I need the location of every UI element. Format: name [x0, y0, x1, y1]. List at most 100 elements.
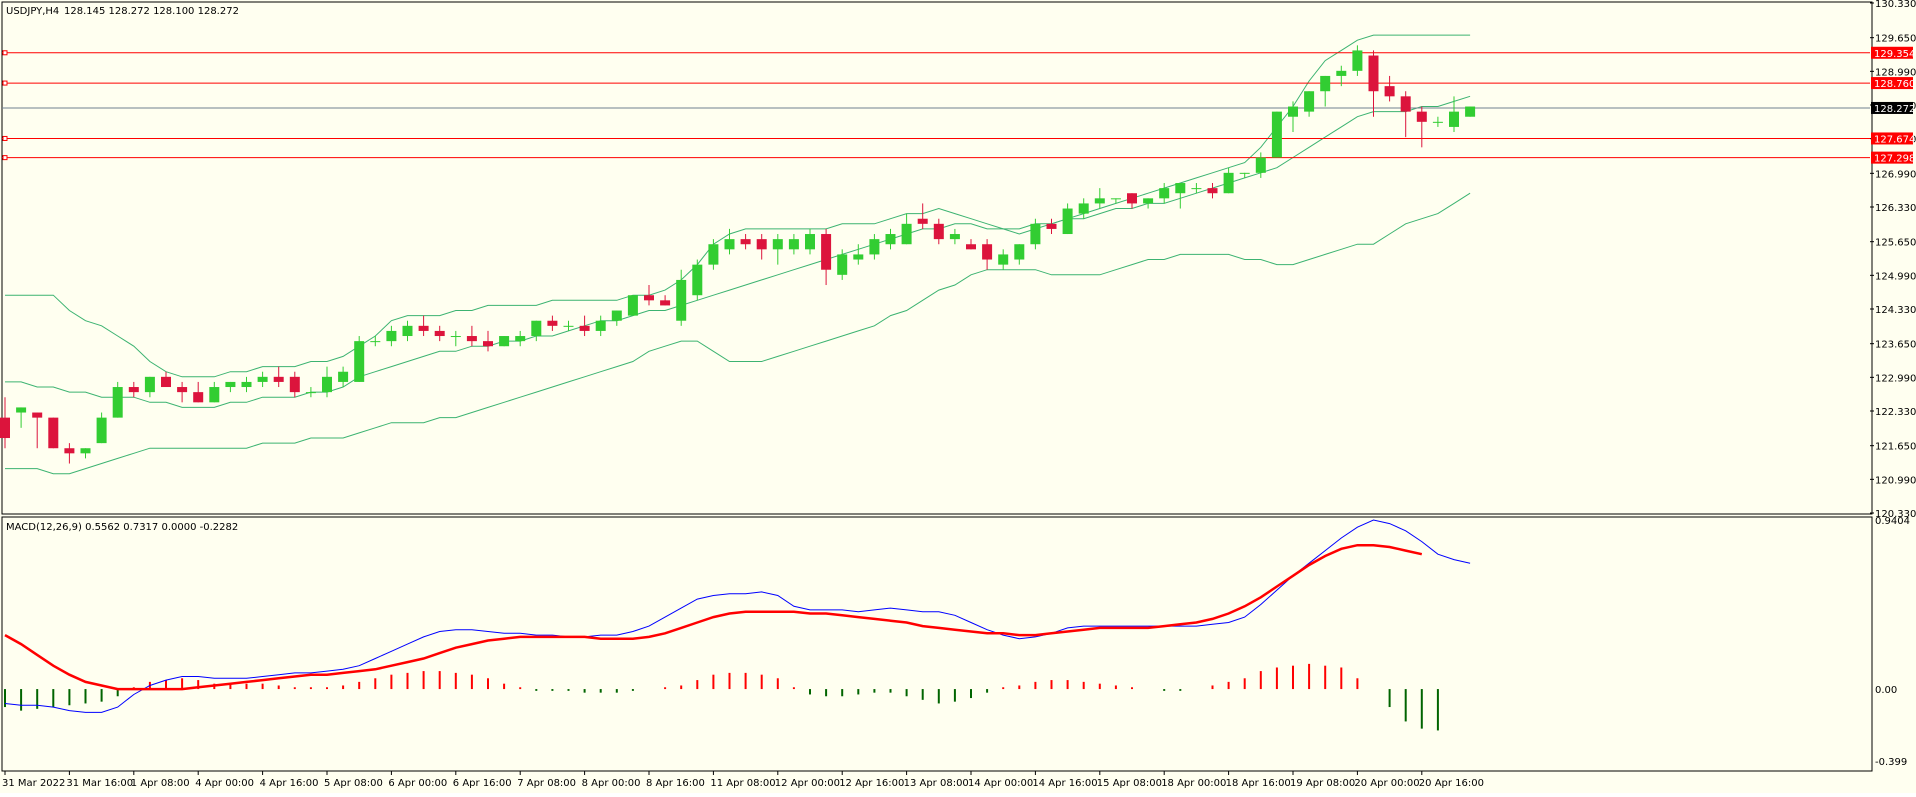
horizontal-levels[interactable] [2, 50, 1870, 161]
time-tick-label: 8 Apr 16:00 [646, 778, 705, 789]
price-tick-label: 129.650 [1875, 34, 1916, 45]
time-tick-label: 31 Mar 2022 [2, 778, 65, 789]
symbol-label: USDJPY,H4 [6, 6, 59, 17]
bull-candle [112, 387, 123, 418]
bull-candle [1143, 198, 1154, 204]
bear-candle [1207, 188, 1218, 194]
bear-candle [64, 448, 75, 454]
price-tick-label: 124.330 [1875, 305, 1916, 316]
bear-candle [917, 218, 928, 224]
bull-candle [788, 239, 799, 250]
ohlc-label: 128.145 128.272 128.100 128.272 [64, 6, 239, 17]
bull-candle [1223, 172, 1234, 194]
bull-candle [354, 341, 365, 382]
price-pane-frame [1, 1, 1873, 515]
price-tick-label: 120.990 [1875, 475, 1916, 486]
time-tick-label: 20 Apr 00:00 [1354, 778, 1419, 789]
bull-candle [1159, 188, 1170, 199]
bear-candle [289, 376, 300, 393]
bull-candle [1320, 75, 1331, 92]
bull-candle [1255, 157, 1266, 173]
price-tick-label: 126.990 [1875, 169, 1916, 180]
bull-candle [322, 376, 332, 393]
bull-candle [209, 387, 220, 403]
price-badge-text: 129.354 [1874, 49, 1915, 60]
bull-candle [241, 381, 252, 388]
bull-candle [1271, 111, 1282, 158]
time-tick-label: 4 Apr 00:00 [195, 778, 254, 789]
bull-candle [1062, 208, 1073, 235]
macd-tick-label: -0.399 [1875, 757, 1907, 768]
bear-candle [483, 341, 493, 347]
price-tick-label: 121.650 [1875, 442, 1916, 453]
price-badge-text: 128.272 [1874, 104, 1915, 115]
time-tick-label: 19 Apr 08:00 [1290, 778, 1355, 789]
price-tick-label: 130.330 [1875, 0, 1916, 10]
time-tick-label: 12 Apr 16:00 [839, 778, 904, 789]
bull-candle [450, 336, 461, 338]
macd-pane-frame [1, 516, 1873, 772]
price-badge-text: 128.760 [1874, 79, 1915, 90]
price-tick-label: 122.990 [1875, 373, 1916, 384]
price-tick-label: 126.330 [1875, 203, 1916, 214]
bull-candle [386, 330, 397, 342]
bull-candle [724, 239, 735, 250]
time-tick-label: 11 Apr 08:00 [710, 778, 775, 789]
time-tick-label: 14 Apr 16:00 [1032, 778, 1097, 789]
bull-candle [96, 417, 107, 444]
bull-candle [531, 320, 542, 337]
bear-candle [660, 300, 671, 306]
level-price-badge [1871, 77, 1913, 90]
bull-candle [1336, 70, 1347, 76]
bull-candle [402, 325, 413, 337]
bear-candle [128, 387, 139, 393]
candles [0, 45, 1476, 464]
bear-candle [1368, 55, 1379, 92]
bear-candle [48, 417, 59, 449]
bull-candle [853, 254, 864, 260]
price-tick-label: 125.650 [1875, 238, 1916, 249]
time-axis: 31 Mar 2022 31 Mar 16:001 Apr 08:00 4 Apr … [2, 771, 1484, 789]
bull-candle [708, 244, 719, 265]
bull-candle [692, 264, 703, 296]
bear-candle [177, 387, 188, 393]
bear-candle [193, 392, 204, 403]
bear-candle [161, 376, 171, 388]
time-tick-label: 20 Apr 16:00 [1419, 778, 1484, 789]
bull-candle [563, 325, 574, 327]
bb-upper-line [5, 34, 1471, 378]
price-badge-text: 127.674 [1874, 134, 1915, 145]
bull-candle [1304, 91, 1315, 112]
bull-candle [338, 371, 349, 382]
bear-candle [933, 223, 944, 240]
level-handle [2, 155, 8, 161]
time-tick-label: 6 Apr 00:00 [388, 778, 447, 789]
bull-candle [627, 295, 638, 316]
bear-candle [273, 376, 284, 382]
level-handle [2, 80, 8, 86]
bull-candle [1175, 183, 1186, 194]
bull-candle [998, 254, 1009, 265]
bull-candle [1465, 106, 1476, 117]
bull-candle [611, 310, 622, 321]
bear-candle [466, 336, 477, 342]
signal-line [4, 543, 1423, 691]
bear-candle [1127, 193, 1137, 204]
bear-candle [579, 325, 590, 331]
bear-candle [756, 239, 767, 250]
macd-line [4, 519, 1471, 713]
bull-candle [1191, 188, 1202, 190]
bull-candle [1288, 106, 1298, 117]
price-tick-label: 120.330 [1875, 509, 1916, 520]
level-handle [2, 50, 8, 56]
time-tick-label: 8 Apr 00:00 [582, 778, 641, 789]
bull-candle [805, 234, 815, 250]
bull-candle [869, 239, 880, 255]
macd-pane: 0.9404 0.00 -0.399 [4, 516, 1910, 768]
bull-candle [676, 279, 687, 321]
bear-candle [0, 417, 10, 439]
bull-candle [515, 336, 526, 342]
bear-candle [982, 244, 993, 260]
